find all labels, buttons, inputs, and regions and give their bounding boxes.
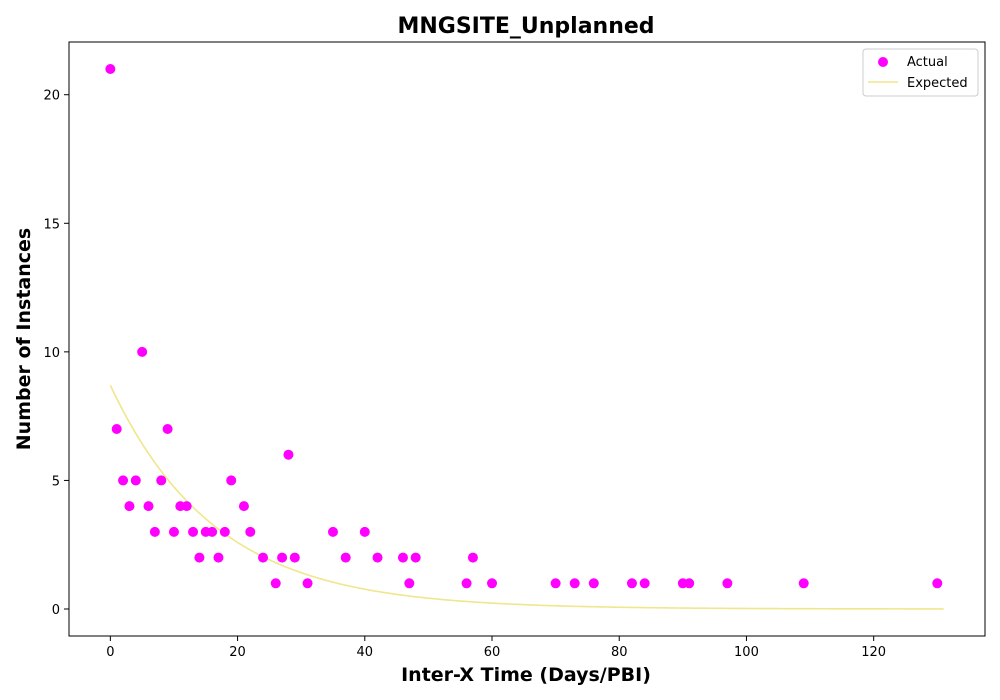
x-tick-label: 60	[484, 645, 501, 660]
legend: Actual Expected	[862, 48, 979, 97]
axes-frame	[68, 41, 986, 637]
data-point	[238, 501, 249, 512]
data-point	[461, 578, 472, 589]
data-point	[467, 552, 478, 563]
data-point	[258, 552, 269, 563]
data-point	[626, 578, 637, 589]
data-point	[270, 578, 281, 589]
x-tick-label: 40	[357, 645, 374, 660]
data-point	[277, 552, 288, 563]
y-tick-label: 15	[43, 217, 60, 232]
expected-curve	[109, 384, 944, 610]
x-axis-label: Inter-X Time (Days/PBI)	[401, 664, 651, 686]
data-point	[130, 475, 141, 486]
chart-title: MNGSITE_Unplanned	[397, 14, 654, 39]
data-point	[569, 578, 580, 589]
legend-box	[862, 48, 979, 97]
data-point	[359, 526, 370, 537]
x-tick-label: 20	[229, 645, 246, 660]
legend-expected-label: Expected	[907, 76, 968, 91]
data-point	[404, 578, 415, 589]
data-point	[207, 526, 218, 537]
data-point	[156, 475, 167, 486]
data-point	[118, 475, 129, 486]
data-point	[213, 552, 224, 563]
y-tick-label: 0	[52, 603, 60, 618]
axis-ticks: 0 20 40 60 80 100 120 0 5 10 15 20	[43, 41, 986, 660]
y-tick-label: 10	[43, 346, 60, 361]
data-point	[588, 578, 599, 589]
data-point	[798, 578, 809, 589]
data-point	[149, 526, 160, 537]
data-point	[327, 526, 338, 537]
data-point	[283, 449, 294, 460]
data-point	[639, 578, 650, 589]
data-point	[302, 578, 313, 589]
data-point	[397, 552, 408, 563]
data-point	[372, 552, 383, 563]
data-point	[226, 475, 237, 486]
data-point	[111, 424, 122, 434]
data-point	[162, 424, 173, 434]
x-tick-label: 80	[611, 645, 628, 660]
data-point	[340, 552, 351, 563]
data-point	[245, 526, 256, 537]
y-axis-label: Number of Instances	[13, 228, 35, 450]
data-point	[137, 346, 148, 357]
legend-actual-label: Actual	[907, 55, 948, 70]
x-tick-label: 0	[106, 645, 114, 660]
data-point	[684, 578, 695, 589]
data-point	[289, 552, 300, 563]
data-point	[188, 526, 199, 537]
y-tick-label: 20	[43, 89, 60, 104]
data-point	[932, 578, 943, 589]
data-point	[105, 64, 116, 74]
data-point	[550, 578, 561, 589]
y-tick-label: 5	[52, 474, 60, 489]
legend-actual-marker	[878, 57, 888, 67]
data-point	[181, 501, 192, 512]
data-point	[722, 578, 733, 589]
data-point	[410, 552, 421, 563]
x-tick-label: 100	[734, 645, 759, 660]
data-point	[194, 552, 205, 563]
plot-area	[105, 64, 944, 610]
data-point	[124, 501, 135, 512]
data-point	[143, 501, 154, 512]
x-tick-label: 120	[861, 645, 886, 660]
data-point	[219, 526, 230, 537]
data-point	[168, 526, 179, 537]
data-point	[487, 578, 498, 589]
